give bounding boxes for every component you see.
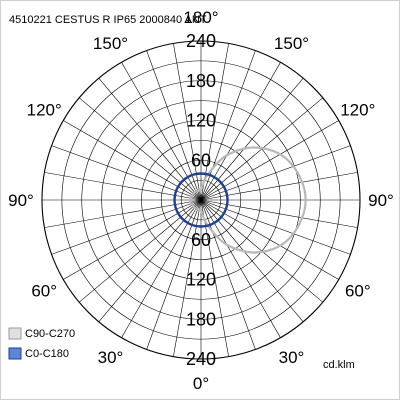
intensity-curves	[173, 146, 307, 254]
angle-label: 150°	[93, 34, 128, 53]
grid-spoke	[98, 78, 202, 201]
radial-tick-label: 180	[186, 309, 216, 329]
grid-spoke	[51, 145, 202, 201]
angle-label: 90°	[8, 191, 34, 210]
radial-tick-label: 120	[186, 270, 216, 290]
angle-label: 30°	[98, 348, 124, 367]
legend-swatch-c0	[8, 347, 22, 360]
angle-label: 60°	[31, 282, 57, 301]
legend-label-c90: C90-C270	[25, 328, 75, 340]
angle-label: 0°	[193, 374, 209, 393]
angle-label: 150°	[274, 34, 309, 53]
unit-label: cd.klm	[323, 359, 355, 371]
legend-label-c0: C0-C180	[25, 348, 69, 360]
radial-tick-label: 60	[191, 150, 211, 170]
series-curve-1	[173, 172, 229, 228]
grid-spoke	[51, 199, 202, 255]
radial-tick-label: 180	[186, 71, 216, 91]
radial-tick-label: 120	[186, 111, 216, 131]
radial-tick-label: 240	[186, 349, 216, 369]
radial-tick-label: 60	[191, 230, 211, 250]
angle-label: 180°	[183, 8, 218, 27]
angle-label: 90°	[368, 191, 394, 210]
grid-spoke	[200, 199, 351, 255]
legend: C90-C270 C0-C180	[8, 327, 75, 360]
angle-label: 120°	[27, 101, 62, 120]
legend-swatch-c90	[8, 327, 22, 340]
chart-labels: 60 60 120 120 180 180 240 240 180° 150° 150° 120° 12…	[8, 8, 394, 393]
series-curve-0	[189, 146, 307, 254]
radial-tick-label: 240	[186, 31, 216, 51]
chart-title: 4510221 CESTUS R IP65 2000840 ANT	[9, 14, 207, 26]
grid-spoke	[200, 145, 351, 201]
grid-spoke	[79, 97, 202, 201]
angle-label: 30°	[279, 348, 305, 367]
grid-spoke	[200, 78, 304, 201]
angle-label: 120°	[340, 101, 375, 120]
grid-spoke	[200, 199, 304, 322]
grid-spoke	[98, 199, 202, 322]
angle-label: 60°	[345, 282, 371, 301]
grid-spoke	[79, 199, 202, 303]
